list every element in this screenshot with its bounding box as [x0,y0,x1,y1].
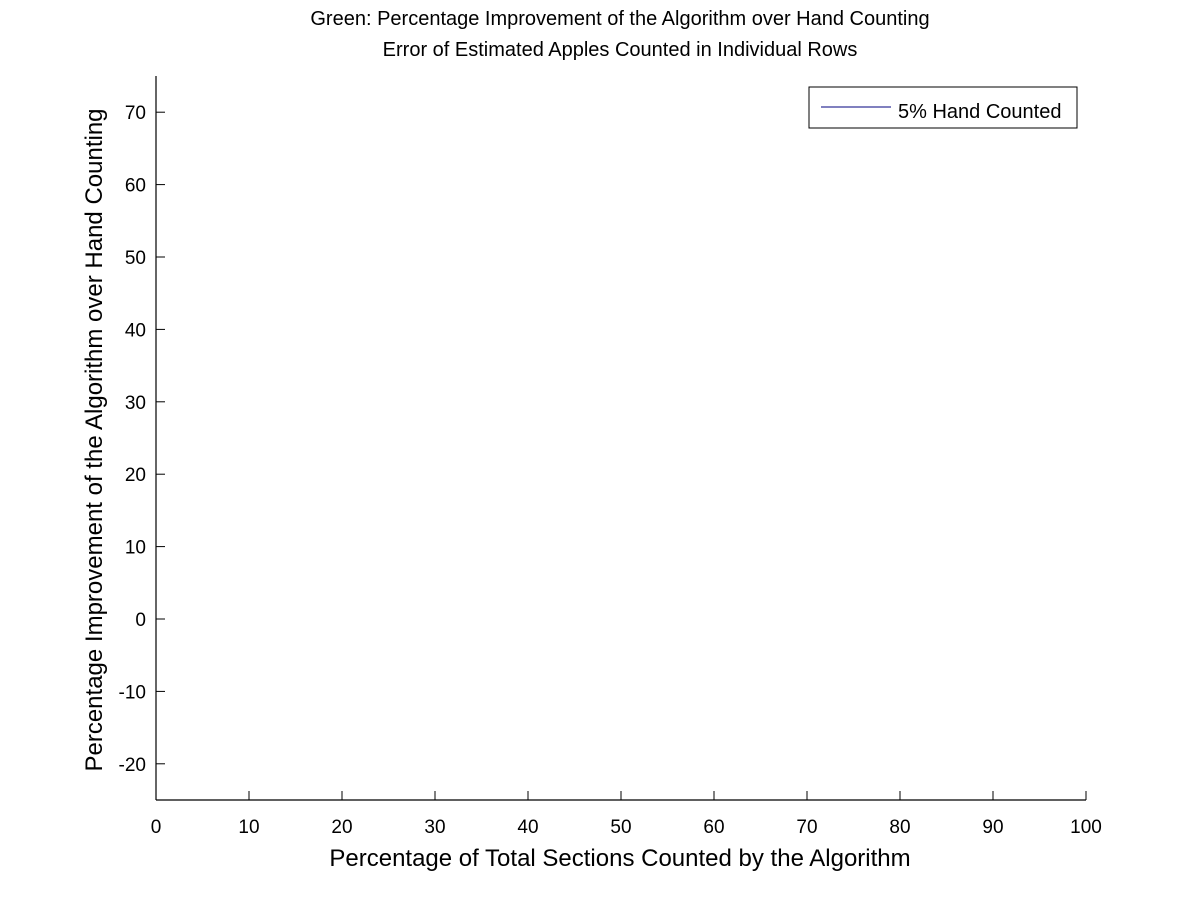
chart-axes [155,76,1086,801]
x-tick-label: 0 [151,817,162,838]
x-tick-label: 100 [1070,817,1102,838]
x-tick-label: 60 [703,817,724,838]
y-tick-label: 20 [125,465,146,486]
x-tick-label: 30 [424,817,445,838]
x-tick-label: 90 [982,817,1003,838]
y-tick-label: 30 [125,393,146,414]
y-tick-label: 50 [125,248,146,269]
y-tick-label: -20 [119,755,146,776]
x-tick-label: 10 [238,817,259,838]
legend-entry-label: 5% Hand Counted [898,101,1061,123]
y-tick-label: 40 [125,320,146,341]
chart-title: Green: Percentage Improvement of the Alg… [310,8,929,61]
y-tick-label: 60 [125,176,146,197]
legend: 5% Hand Counted [808,86,1078,129]
x-axis-label: Percentage of Total Sections Counted by … [329,845,910,872]
y-tick-label: 70 [125,103,146,124]
x-ticks: 0 10 20 30 40 50 60 70 80 90 100 [151,791,1102,838]
x-tick-label: 80 [889,817,910,838]
y-tick-label: -10 [119,682,146,703]
y-tick-label: 0 [135,610,146,631]
x-tick-label: 70 [796,817,817,838]
y-ticks: -20 -10 0 10 20 30 40 50 60 70 [119,103,165,776]
x-tick-label: 50 [610,817,631,838]
y-axis-label: Percentage Improvement of the Algorithm … [81,108,108,771]
x-tick-label: 40 [517,817,538,838]
chart-title-line-1: Green: Percentage Improvement of the Alg… [310,8,929,30]
y-tick-label: 10 [125,538,146,559]
x-tick-label: 20 [331,817,352,838]
chart-title-line-2: Error of Estimated Apples Counted in Ind… [383,39,858,61]
